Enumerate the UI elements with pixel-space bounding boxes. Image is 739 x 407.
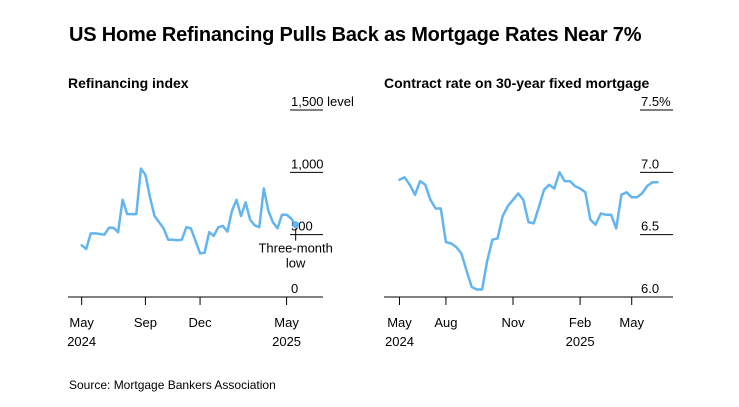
rate-series-line (398, 171, 659, 291)
refi-series-line (80, 167, 297, 255)
refi-xtick-year: 2025 (272, 334, 301, 349)
rate-xtick-label: May (619, 315, 644, 330)
refi-xtick-year: 2024 (67, 334, 96, 349)
rate-ytick-label: 6.5 (641, 219, 659, 234)
refi-xtick-label: May (274, 315, 299, 330)
refi-panel-title: Refinancing index (68, 75, 189, 91)
refi-xtick-label: May (69, 315, 94, 330)
rate-xtick-label: Aug (434, 315, 457, 330)
rate-xtick-label: Nov (501, 315, 525, 330)
rate-xtick-label: Feb (569, 315, 591, 330)
refi-xtick-label: Sep (134, 315, 157, 330)
source-note: Source: Mortgage Bankers Association (69, 378, 276, 392)
refi-ytick-label: 0 (291, 281, 298, 296)
chart-title: US Home Refinancing Pulls Back as Mortga… (69, 24, 642, 46)
rate-xtick-year: 2024 (385, 334, 414, 349)
refi-ytick-label: 1,000 (291, 156, 324, 171)
rate-xtick-label: May (387, 315, 412, 330)
refi-xtick-label: Dec (188, 315, 212, 330)
rate-panel: Contract rate on 30-year fixed mortgage 7… (384, 75, 673, 349)
rate-xtick-year: 2025 (566, 334, 595, 349)
refi-panel: Refinancing index 1,500 level 1,000 500 0 May… (67, 75, 354, 349)
refi-annotation-text: Three-month (258, 241, 332, 256)
rate-ytick-label: 6.0 (641, 281, 659, 296)
rate-panel-title: Contract rate on 30-year fixed mortgage (384, 75, 650, 91)
refi-low-marker (292, 221, 300, 229)
refi-ytick-label: 500 (291, 219, 313, 234)
refi-annotation-text: low (286, 256, 306, 271)
rate-ytick-label: 7.5% (641, 94, 671, 109)
rate-ytick-label: 7.0 (641, 156, 659, 171)
refi-ytick-label: 1,500 level (291, 94, 354, 109)
